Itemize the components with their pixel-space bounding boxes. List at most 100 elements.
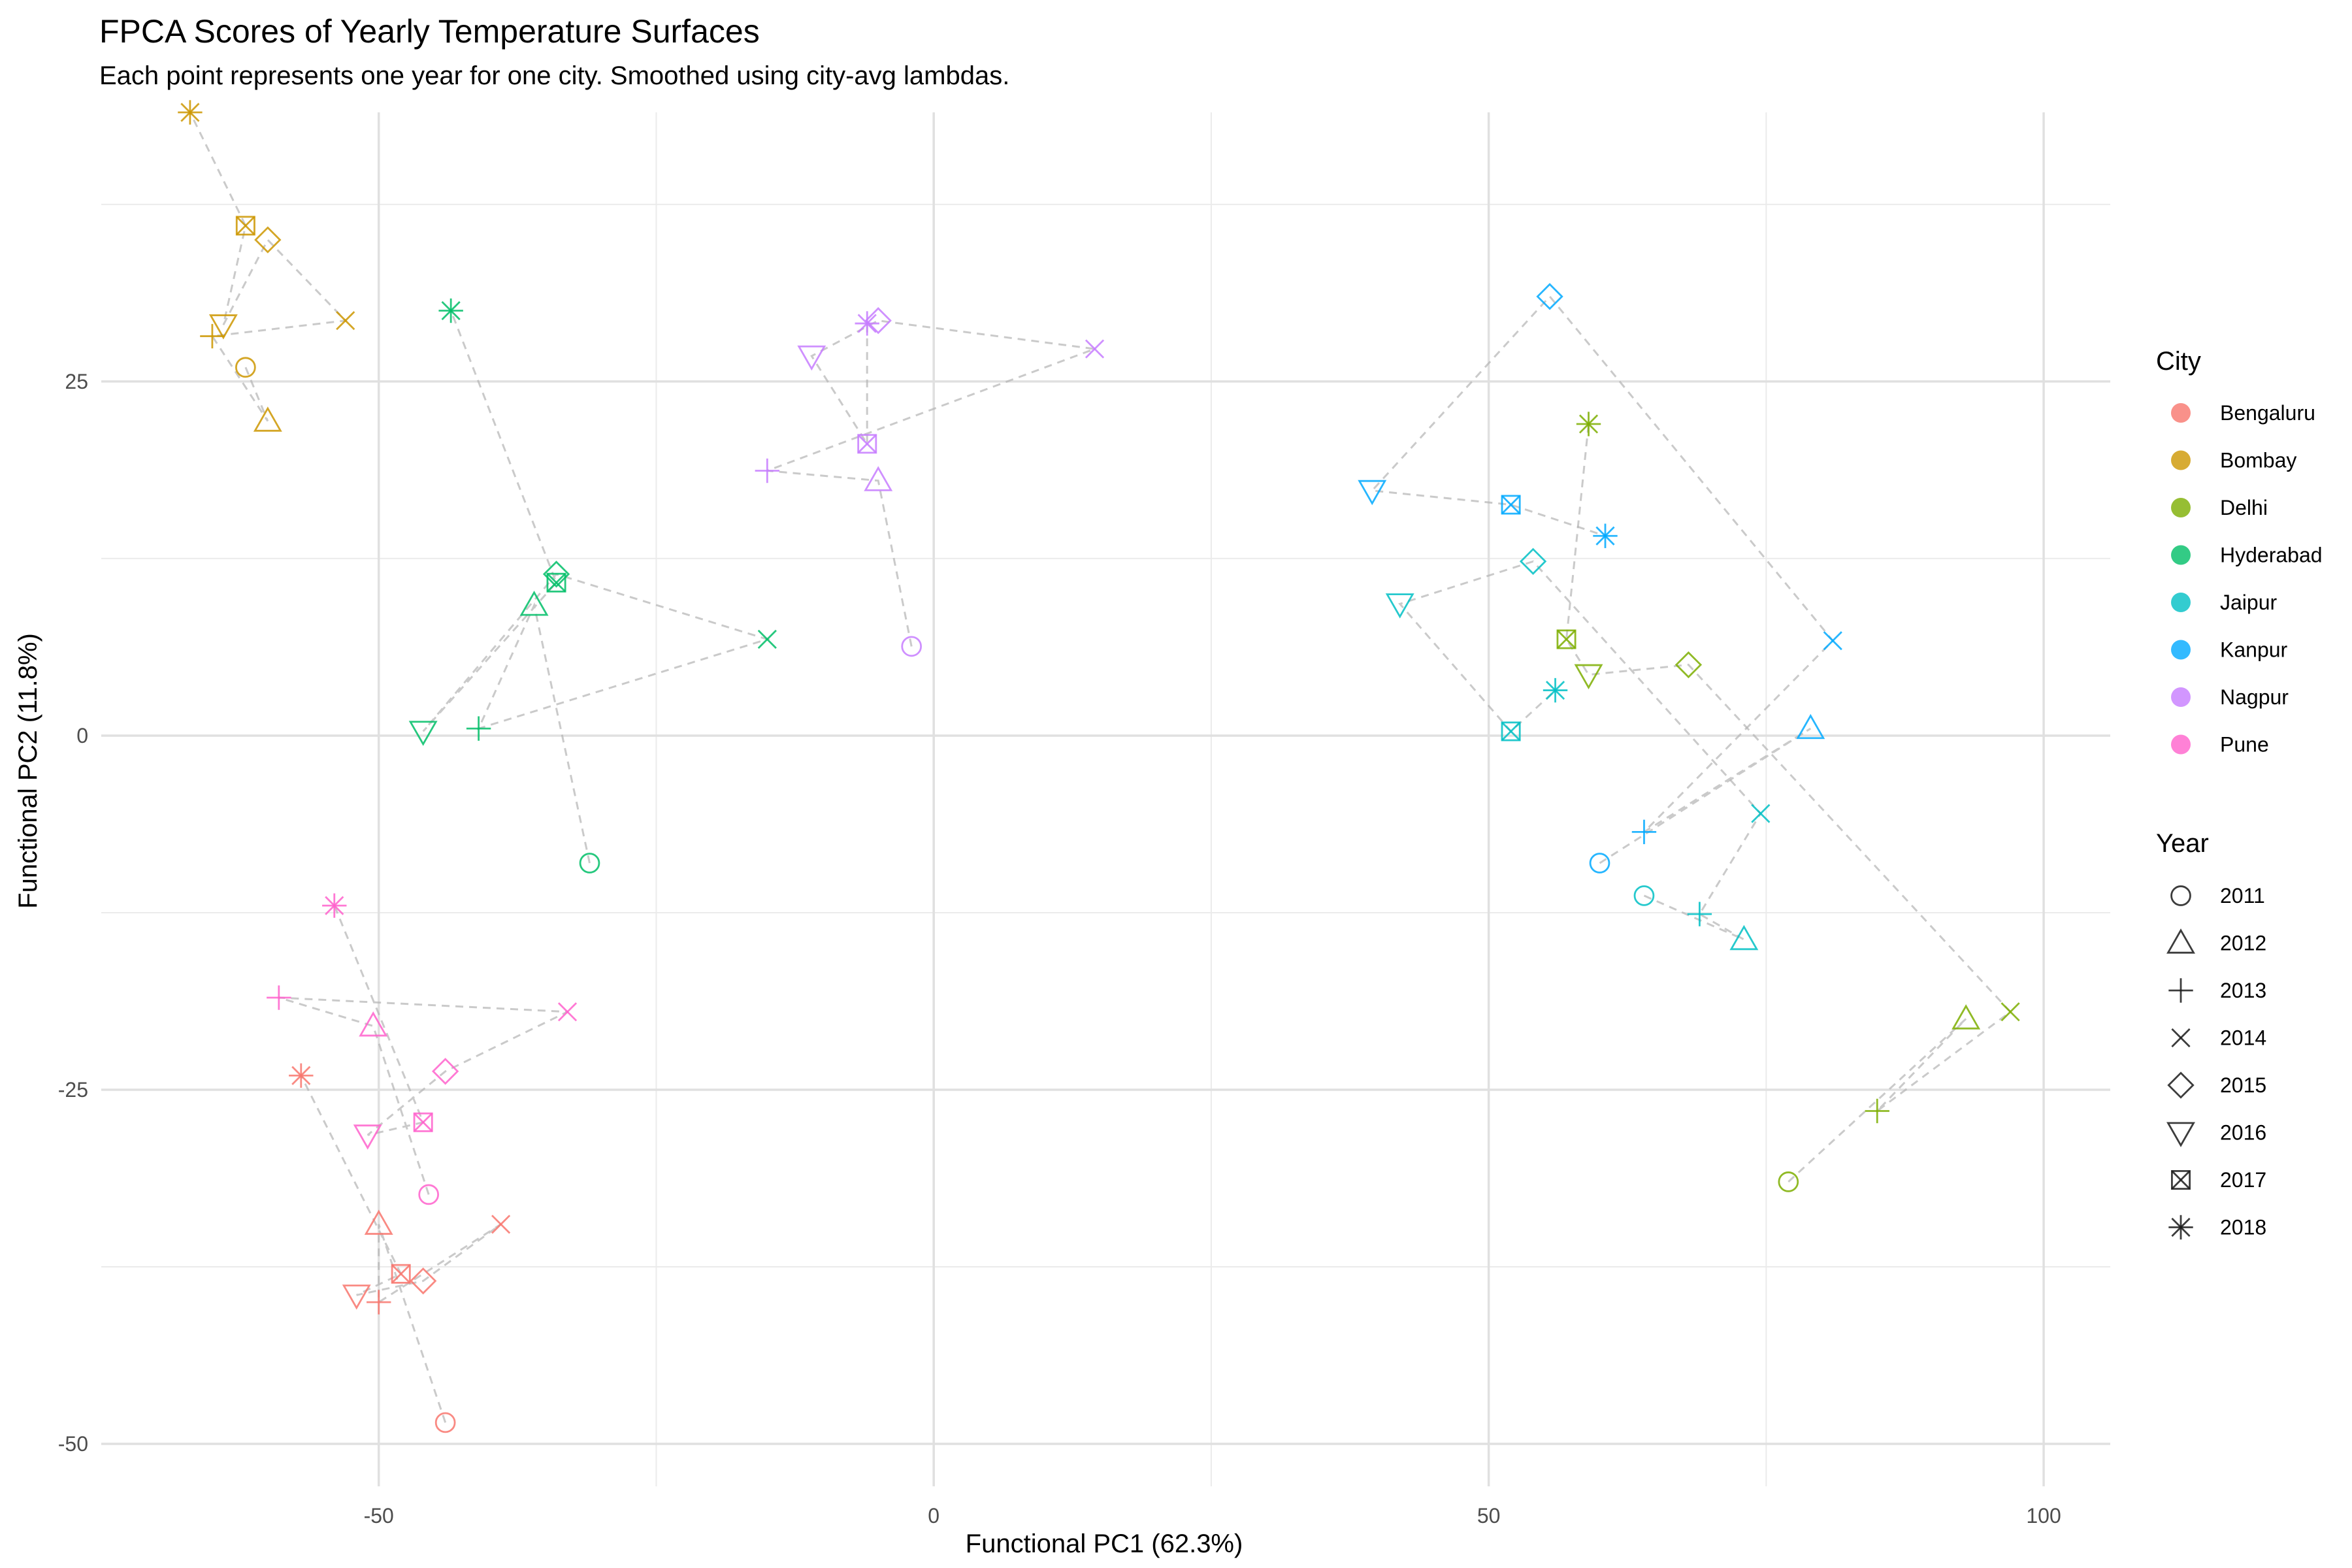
chart-title: FPCA Scores of Yearly Temperature Surfac… [99,13,760,50]
axis-ticks: -50 0 50 100 -50 -25 0 25 [58,370,2061,1527]
legend-year-title: Year [2156,829,2209,858]
point-bombay-2018 [178,100,203,125]
x-tick-label: -50 [364,1504,394,1527]
point-bengaluru-2017 [391,1264,411,1284]
point-pune-2018 [322,893,347,918]
point-pune-2015 [431,1058,459,1085]
point-hyderabad-2015 [542,561,570,588]
point-bombay-2017 [235,216,255,236]
point-hyderabad-2013 [466,716,491,741]
point-bengaluru-2012 [364,1209,393,1235]
point-delhi-2014 [2001,1002,2020,1022]
point-bombay-2013 [200,323,225,349]
point-pune-2013 [267,985,291,1010]
point-kanpur-2015 [1536,283,1563,310]
point-bombay-2014 [336,311,355,331]
legend-label-2016: 2016 [2220,1121,2266,1145]
x-tick-label: 50 [1477,1504,1501,1527]
y-tick-label: -25 [58,1078,88,1102]
point-bombay-2015 [254,226,282,253]
legend-label-2015: 2015 [2220,1073,2266,1097]
legend-key-2015 [2167,1071,2195,1099]
series-path-delhi [1565,423,2012,1183]
point-jaipur-2017 [1501,721,1521,742]
point-delhi-2012 [1952,1004,1981,1030]
point-nagpur-2017 [857,434,877,454]
point-jaipur-2015 [1519,547,1547,575]
point-jaipur-2016 [1385,593,1414,619]
point-bengaluru-2015 [409,1267,437,1295]
data-points [178,100,2020,1433]
point-hyderabad-2016 [408,721,438,746]
legend-key-nagpur [2171,687,2191,707]
point-nagpur-2014 [1085,339,1105,359]
point-nagpur-2016 [797,345,826,371]
legend: City Year Bengaluru Bombay Delhi Hyderabad J… [2156,347,2323,1240]
point-bengaluru-2013 [367,1290,391,1315]
legend-key-pune [2171,734,2191,755]
point-nagpur-2015 [864,307,892,335]
legend-key-2016 [2166,1122,2195,1147]
y-tick-label: -50 [58,1432,88,1456]
series-path-bombay [189,112,348,422]
legend-key-bengaluru [2171,403,2191,423]
series-paths [189,112,2012,1423]
legend-label-2014: 2014 [2220,1026,2266,1050]
point-jaipur-2014 [1751,804,1771,823]
legend-label-jaipur: Jaipur [2220,591,2278,614]
series-path-jaipur [1398,560,1762,941]
point-kanpur-2018 [1593,523,1618,548]
point-pune-2016 [353,1124,382,1150]
legend-key-2017 [2170,1170,2191,1190]
point-hyderabad-2018 [438,298,463,323]
legend-label-pune: Pune [2220,733,2269,757]
point-pune-2011 [418,1184,440,1205]
legend-key-bombay [2171,450,2191,470]
point-bengaluru-2016 [342,1284,371,1310]
y-tick-label: 25 [65,370,88,393]
point-delhi-2017 [1556,629,1576,649]
series-path-hyderabad [422,310,771,864]
point-hyderabad-2012 [519,591,549,616]
legend-label-bengaluru: Bengaluru [2220,401,2315,425]
legend-key-jaipur [2171,593,2191,612]
point-nagpur-2012 [864,466,893,491]
legend-city-title: City [2156,347,2201,376]
x-axis-title: Functional PC1 (62.3%) [966,1529,1243,1558]
legend-key-2014 [2171,1028,2191,1048]
point-pune-2014 [557,1002,578,1022]
legend-key-2011 [2170,885,2191,906]
point-delhi-2016 [1574,664,1603,690]
chart-subtitle: Each point represents one year for one c… [99,61,1010,90]
point-delhi-2013 [1865,1098,1889,1124]
y-tick-label: 0 [76,724,88,747]
legend-label-nagpur: Nagpur [2220,685,2289,709]
point-jaipur-2012 [1729,924,1759,951]
point-bengaluru-2018 [289,1063,314,1088]
point-delhi-2011 [1778,1171,1799,1192]
x-tick-label: 0 [928,1504,939,1527]
legend-label-2018: 2018 [2220,1216,2266,1239]
point-nagpur-2011 [901,636,923,657]
legend-key-2018 [2168,1215,2193,1240]
legend-label-2011: 2011 [2220,884,2265,907]
point-jaipur-2013 [1687,902,1712,926]
point-jaipur-2018 [1543,678,1568,703]
legend-key-hyderabad [2171,545,2191,565]
point-delhi-2015 [1674,651,1703,679]
series-path-bengaluru [300,1075,502,1423]
point-kanpur-2016 [1358,480,1387,506]
series-path-pune [278,905,568,1195]
legend-label-hyderabad: Hyderabad [2220,544,2323,567]
legend-key-kanpur [2171,640,2191,660]
point-hyderabad-2014 [757,629,777,649]
point-kanpur-2013 [1631,819,1657,845]
x-tick-label: 100 [2026,1504,2061,1527]
point-pune-2012 [359,1011,388,1037]
legend-label-bombay: Bombay [2220,449,2296,472]
point-hyderabad-2017 [546,572,566,593]
point-jaipur-2011 [1633,885,1655,906]
point-hyderabad-2011 [579,853,600,874]
legend-key-2013 [2168,978,2193,1003]
